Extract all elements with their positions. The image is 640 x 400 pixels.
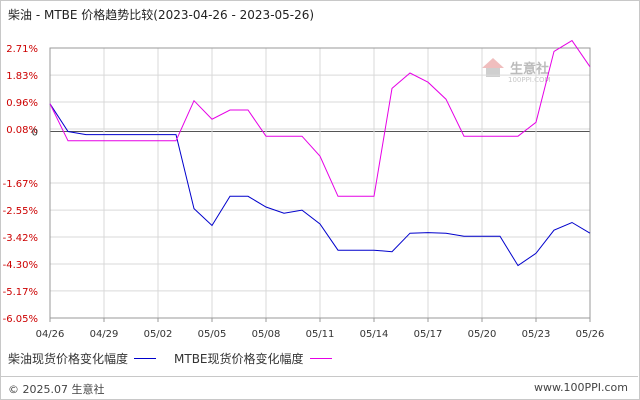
y-tick-label: 1.83%	[6, 71, 38, 82]
watermark-name: 生意社	[510, 61, 549, 77]
legend-label-diesel: 柴油现货价格变化幅度	[8, 352, 129, 366]
x-tick-labels: 04/26 04/29 05/02 05/05 05/08 05/11 05/14 05/17…	[36, 329, 605, 340]
y-tick-label: -2.55%	[3, 206, 38, 217]
y-tick-label: -6.05%	[3, 314, 38, 325]
series-line-mtbe	[49, 39, 591, 197]
y-tick-label: 2.71%	[6, 44, 38, 55]
y-tick-label: 0	[32, 128, 38, 139]
x-tick-label: 05/20	[468, 329, 497, 340]
x-tick-label: 05/08	[252, 329, 281, 340]
watermark-url: 100PPI.COM	[508, 76, 551, 84]
chart-series	[49, 39, 591, 267]
x-tick-label: 05/11	[306, 329, 335, 340]
footer-copyright: © 2025.07 生意社	[8, 383, 105, 396]
plot-border	[49, 47, 591, 319]
x-tick-label: 04/26	[36, 329, 65, 340]
watermark-house-body	[486, 68, 500, 77]
y-tick-label: -3.42%	[3, 233, 38, 244]
legend-label-mtbe: MTBE现货价格变化幅度	[174, 352, 304, 366]
footer-site-link[interactable]: www.100PPI.com	[534, 381, 628, 394]
y-tick-labels: 2.71% 1.83% 0.96% 0.08%0 -1.67% -2.55% -3.42% -…	[3, 44, 38, 325]
x-tick-label: 05/14	[360, 329, 389, 340]
x-tick-label: 05/17	[414, 329, 443, 340]
legend-swatch-diesel	[134, 358, 157, 359]
y-tick-label: 0.08%	[6, 125, 38, 136]
legend-swatch-mtbe	[309, 358, 332, 359]
x-tick-label: 04/29	[90, 329, 119, 340]
chart-legend: 柴油现货价格变化幅度 MTBE现货价格变化幅度	[8, 350, 350, 367]
footer: © 2025.07 生意社 www.100PPI.com	[0, 376, 638, 399]
x-tick-label: 05/05	[198, 329, 227, 340]
x-tick-label: 05/02	[144, 329, 173, 340]
series-line-diesel	[49, 103, 591, 267]
y-tick-label: -5.17%	[3, 287, 38, 298]
legend-item-diesel: 柴油现货价格变化幅度	[8, 350, 157, 367]
chart-axes	[49, 47, 591, 322]
y-tick-label: 0.96%	[6, 98, 38, 109]
x-tick-label: 05/23	[522, 329, 551, 340]
x-tick-label: 05/26	[576, 329, 605, 340]
watermark-house-icon	[482, 58, 504, 68]
legend-item-mtbe: MTBE现货价格变化幅度	[174, 350, 332, 367]
y-tick-label: -1.67%	[3, 179, 38, 190]
y-tick-label: -4.30%	[3, 260, 38, 271]
chart-grid	[49, 47, 591, 319]
chart-title: 柴油 - MTBE 价格趋势比较(2023-04-26 - 2023-05-26…	[8, 8, 315, 22]
